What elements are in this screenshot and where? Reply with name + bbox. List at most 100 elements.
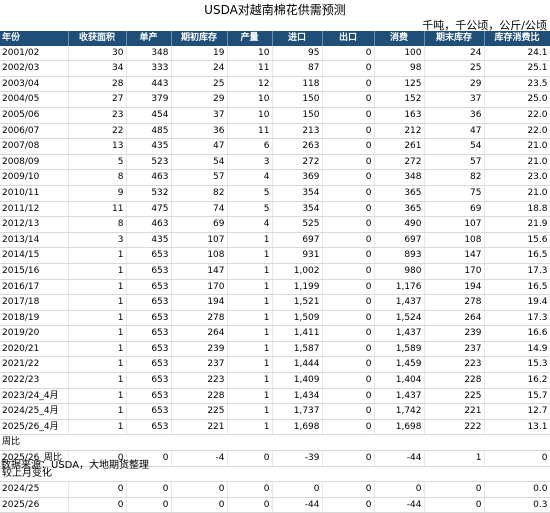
table-row: 2019/20 1 653 264 1 1,411 0 1,437 239 16.6	[0, 325, 550, 342]
table-cell: 75	[424, 185, 485, 202]
table-row: 2014/15 1 653 108 1 931 0 893 147 16.5	[0, 247, 550, 264]
table-row: 2010/11 9 532 82 5 354 0 365 75 21.0	[0, 185, 550, 202]
table-cell: 1,742	[374, 403, 425, 420]
table-cell: 0	[322, 123, 375, 140]
table-cell: 475	[126, 201, 172, 218]
table-cell: 278	[171, 310, 228, 327]
table-cell: 3	[227, 154, 273, 171]
table-cell: 0	[322, 341, 375, 358]
table-cell: 1,737	[272, 403, 323, 420]
row-label: 2024/25_4月	[0, 403, 69, 420]
table-cell: 239	[424, 325, 485, 342]
table-cell: 10	[227, 107, 273, 124]
table-cell: 1	[227, 294, 273, 311]
table-cell: 1,698	[272, 419, 323, 436]
table-cell: 0	[322, 450, 375, 467]
table-cell: 0	[374, 481, 425, 498]
table-cell: 1,437	[374, 388, 425, 405]
table-cell: 36	[171, 123, 228, 140]
table-row: 2001/02 30 348 19 10 95 0 100 24 24.1	[0, 45, 550, 62]
report-title: USDA对越南棉花供需预测	[204, 3, 346, 17]
table-cell: 1,409	[272, 372, 323, 389]
table-cell: 0	[322, 169, 375, 186]
table-cell: 1	[68, 419, 127, 436]
table-cell: -4	[171, 450, 228, 467]
table-cell: 37	[171, 107, 228, 124]
table-cell: 0	[424, 481, 485, 498]
table-cell: 1,444	[272, 356, 323, 374]
table-cell: 1,437	[374, 294, 425, 311]
table-cell: 0	[322, 76, 375, 93]
table-cell: 29	[171, 91, 228, 108]
table-cell: 212	[374, 123, 425, 140]
table-cell: 1	[424, 450, 485, 467]
table-cell: 0	[322, 91, 375, 108]
table-cell: 24	[424, 45, 485, 62]
table-cell: 653	[126, 388, 172, 405]
header-row: 年份 收获面积 单产 期初库存 产量 进口 出口 消费 期末库存 库存消费比	[0, 31, 550, 46]
table-cell: 25.0	[484, 91, 550, 108]
table-cell: 194	[171, 294, 228, 311]
table-cell: 1	[227, 403, 273, 420]
table-cell: 653	[126, 372, 172, 389]
table-cell: 263	[272, 138, 323, 155]
table-cell: 653	[126, 310, 172, 327]
table-cell: 463	[126, 169, 172, 186]
table-row: 2025/26 0 0 0 0 -44 0 -44 0 0.3	[0, 497, 550, 513]
table-cell: 239	[171, 341, 228, 358]
table-cell: 0	[322, 356, 375, 374]
table-cell: 931	[272, 247, 323, 264]
table-cell: 25.1	[484, 60, 550, 77]
table-cell: 653	[126, 263, 172, 280]
table-cell: 261	[374, 138, 425, 155]
table-row: 2005/06 23 454 37 10 150 0 163 36 22.0	[0, 107, 550, 124]
table-cell: 1	[68, 294, 127, 311]
table-cell: 1	[68, 388, 127, 405]
section-label: 周比	[0, 434, 550, 452]
table-cell: 23	[68, 107, 127, 124]
row-label: 2012/13	[0, 216, 69, 233]
table-cell: 1	[227, 341, 273, 358]
table-row: 2012/13 8 463 69 4 525 0 490 107 21.9	[0, 216, 550, 233]
row-label: 2019/20	[0, 325, 69, 342]
table-cell: 152	[374, 91, 425, 108]
table-row: 2015/16 1 653 147 1 1,002 0 980 170 17.3	[0, 263, 550, 280]
table-cell: 15.3	[484, 356, 550, 374]
table-cell: 0	[322, 263, 375, 280]
table-row: 2008/09 5 523 54 3 272 0 272 57 21.0	[0, 154, 550, 171]
column-header: 年份	[0, 31, 69, 46]
table-cell: 0	[322, 388, 375, 405]
table-cell: 1	[68, 310, 127, 327]
table-row: 2025/26_4月 1 653 221 1 1,698 0 1,698 222 13.1	[0, 419, 550, 436]
table-cell: 107	[424, 216, 485, 233]
table-cell: 47	[424, 123, 485, 140]
table-cell: 54	[171, 154, 228, 171]
table-cell: 4	[227, 216, 273, 233]
table-row: 2011/12 11 475 74 5 354 0 365 69 18.8	[0, 201, 550, 218]
table-cell: 354	[272, 185, 323, 202]
row-label: 2011/12	[0, 201, 69, 218]
table-row: 2024/25 0 0 0 0 0 0 0 0 0.0	[0, 481, 550, 498]
table-cell: 0	[322, 481, 375, 498]
table-cell: 18.8	[484, 201, 550, 218]
table-cell: 264	[171, 325, 228, 342]
table-cell: 0	[322, 185, 375, 202]
table-cell: 1,521	[272, 294, 323, 311]
table-cell: 147	[424, 247, 485, 264]
row-label: 2007/08	[0, 138, 69, 155]
table-cell: 13	[68, 138, 127, 155]
table-cell: 0	[171, 481, 228, 498]
row-label: 2013/14	[0, 232, 69, 249]
table-cell: 5	[68, 154, 127, 171]
table-cell: 194	[424, 279, 485, 296]
table-cell: 34	[68, 60, 127, 77]
table-cell: 893	[374, 247, 425, 264]
table-cell: 27	[68, 91, 127, 108]
table-cell: 1	[227, 279, 273, 296]
table-cell: 22.0	[484, 107, 550, 124]
table-cell: 1,509	[272, 310, 323, 327]
table-cell: -39	[272, 450, 323, 467]
table-cell: 11	[227, 60, 273, 77]
table-cell: 57	[424, 154, 485, 171]
row-label: 2001/02	[0, 45, 69, 62]
